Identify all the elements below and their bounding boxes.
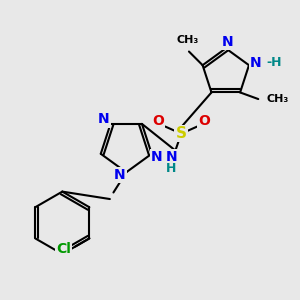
Text: N: N <box>151 150 163 164</box>
Text: H: H <box>166 162 177 175</box>
Text: Cl: Cl <box>56 242 71 256</box>
Text: O: O <box>152 114 164 128</box>
Text: N: N <box>221 35 233 49</box>
Text: CH₃: CH₃ <box>267 94 289 104</box>
Text: N: N <box>114 168 125 182</box>
Text: S: S <box>176 126 187 141</box>
Text: N: N <box>98 112 110 126</box>
Text: N: N <box>250 56 261 70</box>
Text: CH₃: CH₃ <box>176 35 199 45</box>
Text: O: O <box>198 114 210 128</box>
Text: -H: -H <box>267 56 282 69</box>
Text: N: N <box>166 150 177 164</box>
